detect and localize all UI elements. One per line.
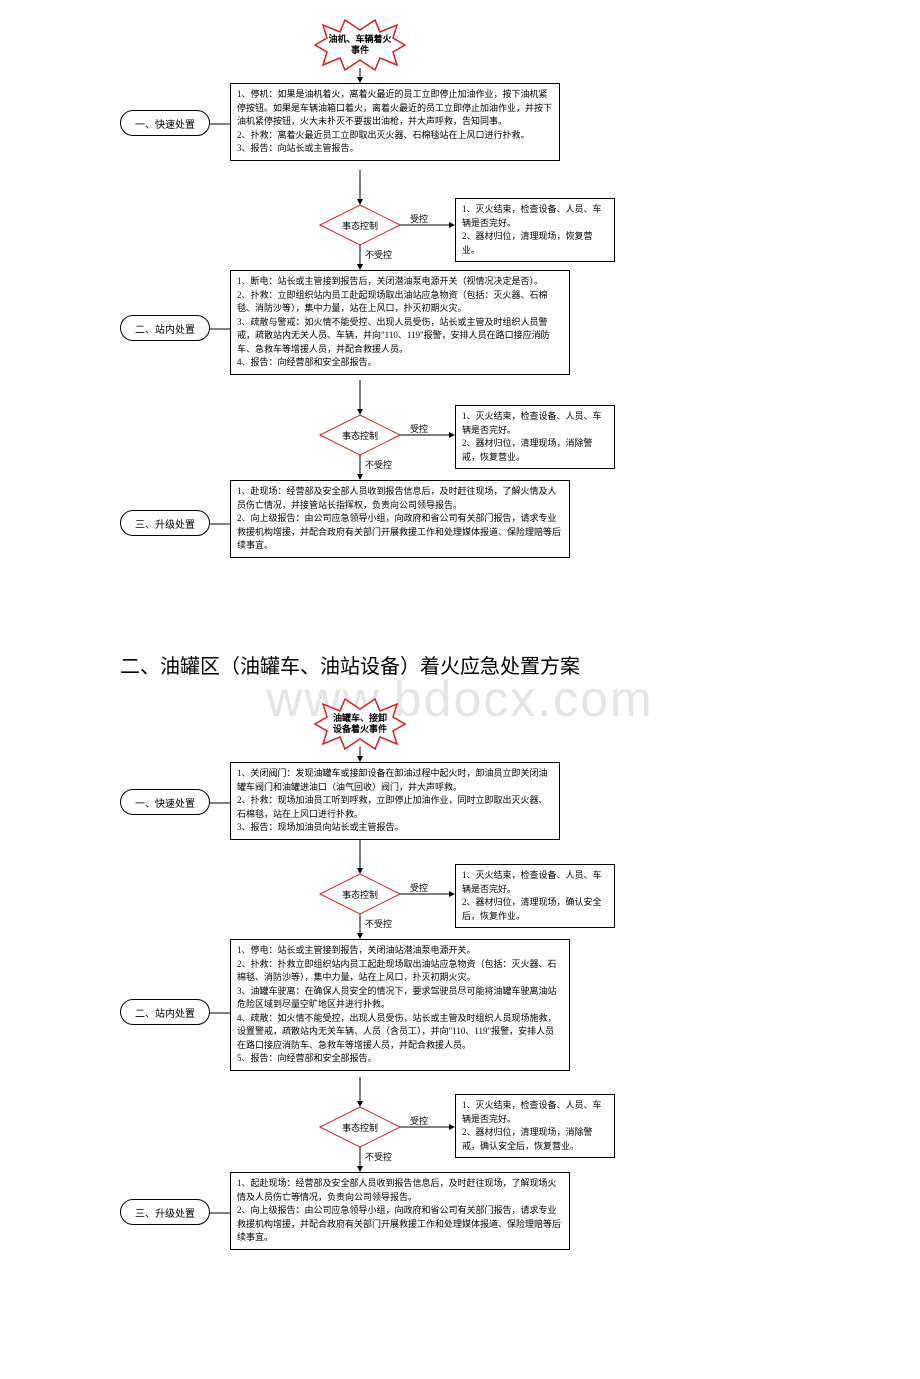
outcome2-box: 1、灭火结束，检查设备、人员、车辆是否完好。2、器材归位，清理现场，消除警戒，恢… [455, 405, 615, 469]
fc2-decision2-label: 事态控制 [320, 1107, 400, 1147]
flowchart-1: 油机、车辆着火事件 一、快速处置 1、停机：如果是油机着火，离着火最近的员工立即… [120, 20, 880, 620]
fc2-step1-label: 一、快速处置 [120, 789, 210, 815]
step1-box: 1、停机：如果是油机着火，离着火最近的员工立即停止加油作业，按下油机紧停按钮。如… [230, 83, 560, 161]
fc2-step3-box: 1、起赴现场：经营部及安全部人员收到报告信息后，及时赶往现场，了解现场火情及人员… [230, 1172, 570, 1250]
decision1-yes: 受控 [410, 212, 428, 225]
step2-box: 1、断电：站长或主管接到报告后，关闭潜油泵电源开关（视情况决定是否）。2、扑救：… [230, 270, 570, 375]
decision1-label: 事态控制 [320, 205, 400, 245]
fc2-step1-box: 1、关闭阀门：发现油罐车或接卸设备在卸油过程中起火时，卸油员立即关闭油罐车阀门和… [230, 762, 560, 840]
fc2-step3-label: 三、升级处置 [120, 1199, 210, 1225]
step1-label: 一、快速处置 [120, 110, 210, 136]
decision2: 事态控制 [320, 415, 400, 455]
step3-box: 1、赴现场：经营部及安全部人员收到报告信息后，及时赶往现场，了解火情及人员伤亡情… [230, 480, 570, 558]
fc2-outcome1-box: 1、灭火结束，检查设备、人员、车辆是否完好。2、器材归位，清理现场，确认安全后，… [455, 864, 615, 928]
fc2-decision1-label: 事态控制 [320, 874, 400, 914]
decision2-no: 不受控 [365, 458, 392, 471]
fc2-step2-box: 1、停电：站长或主管接到报告，关闭油站潜油泵电源开关。2、扑救：扑救立即组织站内… [230, 939, 570, 1071]
fc2-step2-label: 二、站内处置 [120, 999, 210, 1025]
fc2-decision1-no: 不受控 [365, 917, 392, 930]
flowchart-2: 油罐车、接卸设备着火事件 一、快速处置 1、关闭阀门：发现油罐车或接卸设备在卸油… [120, 699, 880, 1309]
section2-title: 二、油罐区（油罐车、油站设备）着火应急处置方案 [120, 650, 920, 679]
decision2-yes: 受控 [410, 422, 428, 435]
fc2-decision2: 事态控制 [320, 1107, 400, 1147]
outcome1-box: 1、灭火结束，检查设备、人员、车辆是否完好。2、器材归位，清理现场，恢复营业。 [455, 198, 615, 262]
fc2-decision2-yes: 受控 [410, 1114, 428, 1127]
start-label: 油机、车辆着火事件 [305, 20, 415, 70]
fc2-outcome2-box: 1、灭火结束，检查设备、人员、车辆是否完好。2、器材归位，清理现场，消除警戒，确… [455, 1094, 615, 1158]
start-label-2: 油罐车、接卸设备着火事件 [305, 699, 415, 749]
step3-label: 三、升级处置 [120, 510, 210, 536]
fc2-decision1: 事态控制 [320, 874, 400, 914]
decision1: 事态控制 [320, 205, 400, 245]
fc2-decision1-yes: 受控 [410, 881, 428, 894]
decision2-label: 事态控制 [320, 415, 400, 455]
step2-label: 二、站内处置 [120, 315, 210, 341]
start-burst-1: 油机、车辆着火事件 [305, 20, 415, 70]
start-burst-2: 油罐车、接卸设备着火事件 [305, 699, 415, 749]
fc2-decision2-no: 不受控 [365, 1150, 392, 1163]
decision1-no: 不受控 [365, 248, 392, 261]
